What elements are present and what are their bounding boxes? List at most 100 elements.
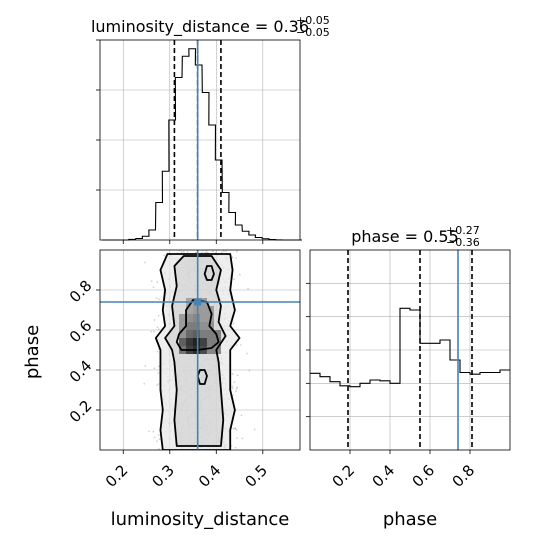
sample-point — [239, 344, 242, 346]
sample-point — [182, 250, 185, 253]
sample-point — [222, 250, 225, 252]
contour-panel: 0.2 0.3 0.4 0.5 0.2 0.4 0.6 0.8 luminosity_dist… — [22, 249, 301, 530]
sample-point — [156, 350, 159, 353]
phase-title-plus: +0.27 — [446, 224, 480, 237]
sample-point — [150, 280, 153, 283]
sample-point — [234, 427, 236, 430]
top-title-minus: −0.05 — [296, 26, 330, 39]
sample-point — [234, 427, 237, 430]
sample-point — [157, 448, 160, 450]
sample-point — [233, 278, 236, 281]
sample-point — [231, 373, 234, 375]
sample-point — [144, 364, 147, 367]
sample-point — [238, 273, 241, 276]
top-panel-title: luminosity_distance = 0.36 — [91, 17, 309, 37]
sample-point — [180, 251, 183, 254]
luminosity-distance-histogram-panel: luminosity_distance = 0.36 +0.05 −0.05 — [91, 14, 330, 244]
x-axis-label-phase: phase — [383, 509, 437, 530]
sample-point — [143, 382, 146, 385]
sample-point — [152, 430, 155, 433]
sample-point — [231, 387, 234, 390]
sample-point — [157, 372, 160, 374]
sample-point — [248, 369, 251, 372]
sample-point — [186, 251, 189, 254]
sample-point — [235, 387, 238, 390]
sample-point — [232, 427, 235, 430]
contour-ytick-label-3: 0.8 — [66, 277, 96, 307]
sample-point — [236, 386, 238, 389]
contour-xtick-label-2: 0.4 — [195, 461, 225, 491]
sample-point — [158, 298, 160, 301]
top-histogram-steps — [102, 48, 302, 241]
sample-point — [155, 440, 158, 443]
top-title-plus: +0.05 — [296, 14, 330, 27]
phase-ticks: 0.2 0.4 0.6 0.8 — [306, 282, 478, 491]
sample-point — [246, 352, 249, 355]
sample-point — [235, 344, 238, 347]
phase-quantile-lines — [347, 250, 473, 450]
sample-point — [212, 250, 214, 253]
phase-panel-title: phase = 0.55 — [351, 227, 458, 246]
sample-point — [150, 330, 153, 333]
contour-inner — [175, 299, 220, 351]
contour-ytick-label-0: 0.2 — [66, 397, 96, 427]
phase-xtick-label-0: 0.2 — [329, 461, 359, 491]
y-axis-label-phase: phase — [22, 325, 43, 379]
phase-grid — [310, 250, 510, 450]
top-quantile-lines — [173, 40, 222, 240]
truth-lines — [100, 250, 300, 450]
sample-point — [157, 434, 160, 436]
sample-point — [247, 287, 249, 290]
sample-point — [236, 374, 239, 377]
contour-island-upper — [203, 265, 215, 281]
sample-point — [148, 430, 151, 433]
sample-point — [153, 319, 156, 321]
contour-xtick-label-0: 0.2 — [102, 461, 132, 491]
sample-point — [157, 328, 160, 331]
sample-point — [235, 390, 237, 392]
contour-ytick-label-1: 0.4 — [66, 357, 96, 387]
sample-point — [204, 251, 207, 254]
sample-point — [156, 281, 159, 284]
sample-point — [155, 297, 158, 300]
top-histogram — [102, 48, 302, 241]
sample-point — [153, 330, 155, 333]
phase-xtick-label-1: 0.4 — [369, 461, 399, 491]
sample-point — [158, 438, 161, 441]
contour-outer — [154, 253, 241, 450]
sample-point — [153, 436, 156, 439]
sample-point — [157, 365, 160, 368]
contour-axes-frame — [99, 249, 301, 451]
phase-histogram-steps — [310, 307, 510, 388]
sample-point — [152, 286, 155, 289]
sample-point — [144, 261, 147, 264]
sample-point — [163, 254, 166, 257]
sample-point — [231, 256, 234, 259]
contour-xtick-label-3: 0.5 — [241, 461, 271, 491]
sample-point — [234, 446, 237, 449]
phase-xtick-label-2: 0.6 — [409, 461, 439, 491]
sample-point — [233, 381, 236, 384]
top-ticks — [96, 39, 264, 244]
contour-ytick-label-2: 0.6 — [66, 317, 96, 347]
sample-point — [156, 326, 159, 329]
x-axis-label-luminosity-distance: luminosity_distance — [111, 509, 290, 530]
contour-middle — [164, 255, 227, 447]
sample-point — [157, 314, 160, 317]
sample-point — [157, 383, 160, 385]
sample-point — [235, 257, 237, 259]
sample-point — [156, 384, 158, 387]
contour-xtick-label-1: 0.3 — [148, 461, 178, 491]
phase-histogram-panel: 0.2 0.4 0.6 0.8 phase = 0.55 +0.27 −0.36 ph… — [306, 224, 511, 530]
sample-point — [235, 428, 238, 431]
sample-point — [236, 437, 238, 440]
sample-point — [225, 250, 228, 252]
sample-point — [220, 251, 223, 254]
sample-point — [206, 251, 209, 254]
truth-marker — [194, 298, 202, 306]
sample-point — [253, 428, 256, 431]
sample-point — [240, 414, 243, 417]
sample-point — [231, 385, 234, 388]
sample-point — [232, 322, 235, 325]
